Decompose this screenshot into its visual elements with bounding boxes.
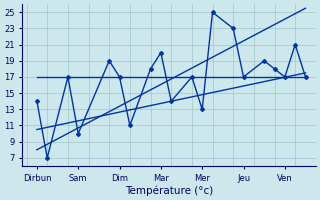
X-axis label: Température (°c): Température (°c): [125, 185, 213, 196]
